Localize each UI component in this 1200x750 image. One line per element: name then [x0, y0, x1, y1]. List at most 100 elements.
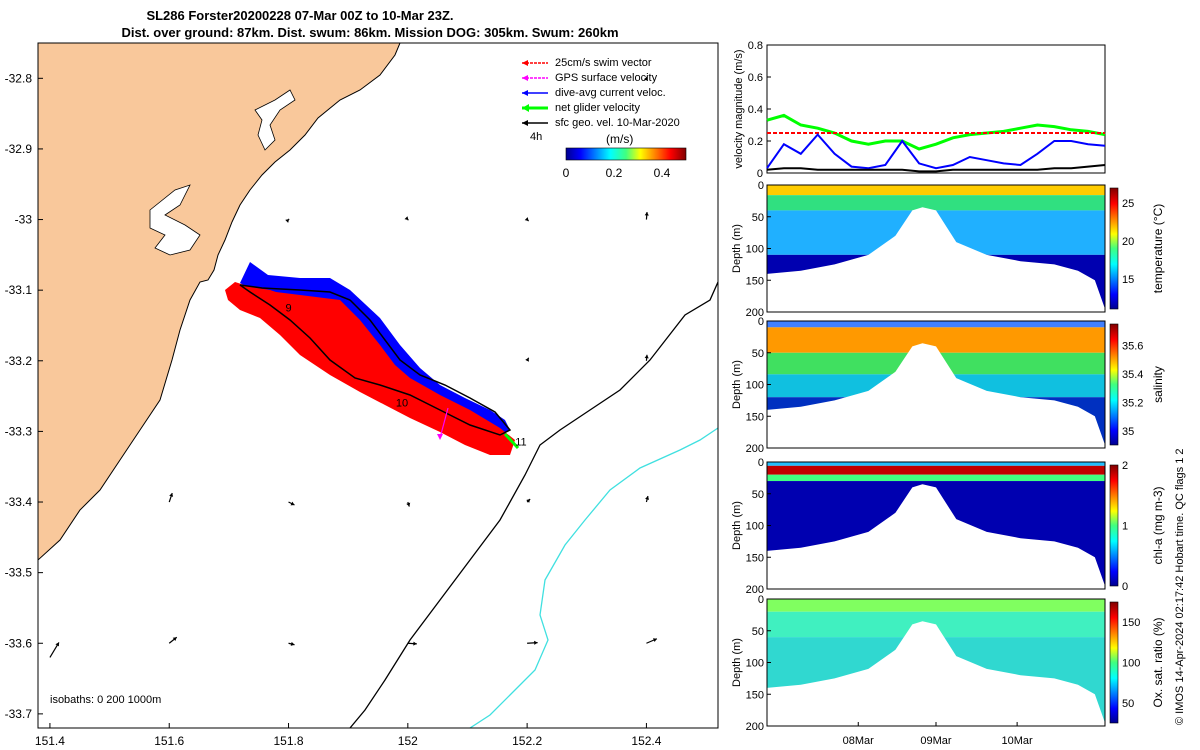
map-x-tick-label: 152.2	[512, 734, 542, 748]
section-colorbar-label: salinity	[1151, 366, 1165, 403]
section-y-tick-label: 150	[746, 275, 764, 287]
section-colorbar-tick-label: 150	[1122, 617, 1140, 629]
section-colorbar	[1109, 464, 1119, 587]
legend-label-net: net glider velocity	[555, 102, 640, 114]
velocity-y-tick-label: 0.4	[748, 104, 763, 116]
section-y-tick-label: 100	[746, 521, 764, 533]
section-y-tick-label: 0	[758, 594, 764, 606]
title-line-2: Dist. over ground: 87km. Dist. swum: 86k…	[121, 25, 618, 40]
gps-surface-vector	[439, 407, 449, 439]
section-colorbar	[1109, 187, 1119, 310]
section-y-tick-label: 0	[758, 457, 764, 469]
section-layer	[767, 462, 1105, 466]
section-colorbar-tick-label: 35.2	[1122, 397, 1143, 409]
map-frame	[37, 42, 719, 729]
map-y-tick-label: -33.7	[5, 707, 33, 721]
geo-vector-head	[404, 216, 409, 221]
isobath-label: isobaths: 0 200 1000m	[50, 694, 161, 706]
map-colorbar-tick-label: 0	[563, 166, 570, 180]
section-x-tick-label: 09Mar	[920, 735, 952, 747]
day-label: 10	[396, 398, 408, 410]
geo-vector-head	[644, 212, 649, 216]
isobath-200	[349, 281, 718, 728]
section-y-tick-label: 150	[746, 411, 764, 423]
section-colorbar	[1109, 601, 1119, 724]
velocity-series	[766, 113, 1106, 173]
section-layer	[767, 352, 1105, 375]
time-label: 4h	[530, 131, 542, 143]
legend-label-swim: 25cm/s swim vector	[555, 57, 652, 69]
geo-vector-head	[644, 354, 649, 359]
section-layer	[767, 321, 1105, 328]
section-colorbar-tick-label: 20	[1122, 236, 1134, 248]
gps-arrowhead	[437, 434, 443, 440]
section-layer	[767, 611, 1105, 638]
section-y-tick-label: 0	[758, 180, 764, 192]
map-x-tick-label: 151.4	[35, 734, 65, 748]
velocity-ylabel: velocity magnitude (m/s)	[733, 49, 745, 168]
geo-vector-head	[526, 499, 531, 503]
section-fill	[767, 321, 1105, 445]
map-colorbar-tick-label: 0.4	[654, 166, 671, 180]
section-y-tick-label: 200	[746, 584, 764, 596]
section-y-tick-label: 200	[746, 307, 764, 319]
colorbar-unit-label: (m/s)	[606, 132, 633, 146]
section-fill	[767, 462, 1105, 586]
section-colorbar-tick-label: 0	[1122, 581, 1128, 593]
legend-entry-gps: GPS surface velocity	[522, 72, 658, 84]
land-coastline	[38, 43, 401, 561]
section-y-tick-label: 50	[752, 212, 764, 224]
map-colorbar-ticks: 0 0.2 0.4	[563, 166, 671, 180]
velocity-series-line	[766, 164, 1106, 173]
velocity-y-tick-label: 0	[757, 168, 763, 180]
legend-label-geo: sfc geo. vel. 10-Mar-2020	[555, 117, 680, 129]
geo-vector-head	[643, 76, 648, 81]
section-colorbar-tick-label: 50	[1122, 698, 1134, 710]
geo-vector-head	[524, 217, 529, 222]
geostrophic-vectors	[49, 76, 658, 658]
velocity-frame	[766, 44, 1106, 174]
section-chl-a: 0 50 100 150 200 Depth (m) 0 1 2 chl-a (mg m-3)	[731, 457, 1165, 596]
section-colorbar-tick-label: 100	[1122, 658, 1140, 670]
section-y-tick-label: 100	[746, 244, 764, 256]
section-colorbar-label: Ox. sat. ratio (%)	[1151, 617, 1165, 707]
map-colorbar-tick-label: 0.2	[606, 166, 623, 180]
section-layer	[767, 327, 1105, 353]
map-y-tick-label: -32.8	[5, 71, 33, 85]
section-x-tick-label: 08Mar	[843, 735, 875, 747]
map-x-ticks: 151.4 151.6 151.8 152 152.2 152.4	[35, 723, 662, 748]
glider-track	[239, 284, 512, 436]
legend-label-current: dive-avg current veloc.	[555, 87, 666, 99]
section-layer	[767, 185, 1105, 196]
geo-vector-head	[652, 638, 657, 643]
section-layer	[767, 465, 1105, 475]
section-y-tick-label: 50	[752, 489, 764, 501]
map-legend: 25cm/s swim vector GPS surface velocity …	[522, 57, 687, 180]
section-colorbar	[1109, 323, 1119, 446]
section-colorbar-tick-label: 2	[1122, 460, 1128, 472]
map-colorbar	[565, 147, 687, 161]
section-y-tick-label: 100	[746, 658, 764, 670]
day-label: 9	[286, 302, 292, 314]
section-colorbar-tick-label: 25	[1122, 198, 1134, 210]
section-ylabel: Depth (m)	[731, 360, 743, 409]
map-y-tick-label: -33	[15, 213, 33, 227]
map-panel: 9 10 11 151.4 151.6 151.8 152 152.2 152.4 -32.8…	[5, 42, 719, 748]
section-y-tick-label: 150	[746, 689, 764, 701]
map-y-tick-label: -33.6	[5, 636, 33, 650]
map-y-tick-label: -33.1	[5, 283, 33, 297]
geo-vector-head	[290, 501, 295, 506]
section-y-tick-label: 50	[752, 348, 764, 360]
section-y-tick-label: 200	[746, 443, 764, 455]
section-ylabel: Depth (m)	[731, 638, 743, 687]
section-layer	[767, 474, 1105, 482]
section-ylabel: Depth (m)	[731, 224, 743, 273]
section-layer	[767, 195, 1105, 211]
map-y-tick-label: -33.3	[5, 424, 33, 438]
geo-vector-head	[406, 502, 411, 507]
legend-entry-swim: 25cm/s swim vector	[522, 57, 652, 69]
map-y-ticks: -32.8 -32.9 -33 -33.1 -33.2 -33.3 -33.4 -33.5 -3…	[5, 71, 43, 721]
section-colorbar-tick-label: 15	[1122, 274, 1134, 286]
